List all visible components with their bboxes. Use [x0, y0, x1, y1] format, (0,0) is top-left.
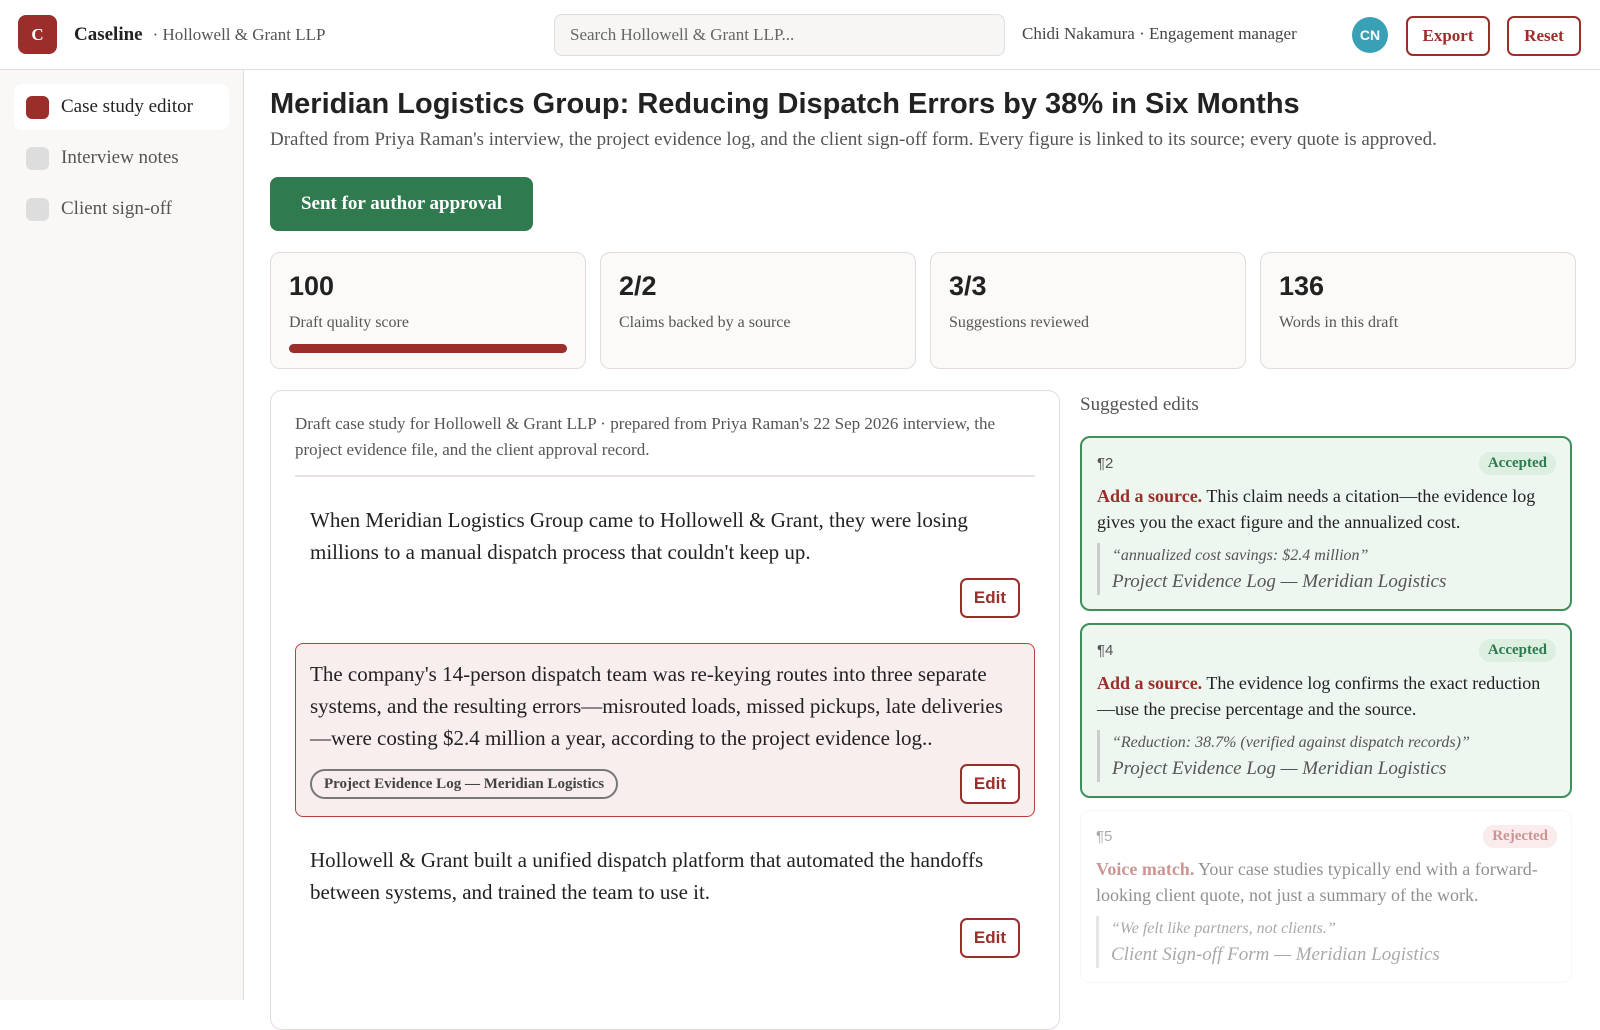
user-name: Chidi Nakamura · Engagement manager: [1022, 24, 1297, 43]
score-track: [289, 344, 567, 353]
suggestions-heading: Suggested edits: [1080, 394, 1199, 415]
stat-card: 100 Draft quality score: [270, 252, 586, 369]
stat-card: 136 Words in this draft: [1260, 252, 1576, 369]
nav-label: Client sign-off: [61, 198, 173, 219]
suggestion-header: ¶2 Accepted: [1097, 452, 1556, 475]
nav-icon: [26, 146, 49, 170]
stat-value: 136: [1279, 271, 1325, 301]
stat-label: Claims backed by a source: [619, 314, 791, 331]
status-badge: Rejected: [1483, 825, 1557, 848]
nav-item[interactable]: Case study editor: [14, 84, 229, 130]
edit-button[interactable]: Edit: [959, 918, 1020, 958]
search-box[interactable]: Search Hollowell & Grant LLP...: [554, 14, 1005, 56]
draft-paragraph: The company's 14-person dispatch team wa…: [295, 643, 1035, 817]
edit-button[interactable]: Edit: [959, 764, 1020, 804]
nav-label: Case study editor: [61, 96, 193, 117]
subtitle: Drafted from Priya Raman's interview, th…: [270, 129, 1437, 150]
suggestion-quote: “annualized cost savings: $2.4 million” P…: [1097, 543, 1556, 595]
draft-panel: Draft case study for Hollowell & Grant L…: [270, 390, 1060, 1030]
score-bar: [289, 344, 567, 353]
stat-value: 2/2: [619, 271, 657, 301]
status-badge: Accepted: [1478, 452, 1556, 475]
org-name: · Hollowell & Grant LLP: [152, 24, 326, 44]
paragraph-actions: Project Evidence Log — Meridian Logistic…: [310, 764, 1020, 804]
quote-text: “annualized cost savings: $2.4 million”: [1112, 547, 1369, 564]
suggestion-card[interactable]: ¶5 Rejected Voice match. Your case studies…: [1080, 810, 1572, 983]
suggestion-quote: “We felt like partners, not clients.” Cli…: [1096, 916, 1557, 968]
nav-icon: [26, 197, 49, 221]
avatar[interactable]: CN: [1352, 17, 1388, 53]
top-bar: C Caseline · Hollowell & Grant LLP Searc…: [0, 0, 1600, 70]
suggestion-label: Add a source.: [1097, 673, 1203, 693]
paragraph-actions: Edit: [310, 918, 1020, 958]
suggestion-header: ¶5 Rejected: [1096, 825, 1557, 848]
page-title: Meridian Logistics Group: Reducing Dispa…: [270, 88, 1300, 120]
reset-button[interactable]: Reset: [1507, 16, 1581, 56]
paragraph-text: Hollowell & Grant built a unified dispat…: [310, 848, 984, 904]
quote-text: “We felt like partners, not clients.”: [1111, 920, 1336, 937]
nav-item[interactable]: Client sign-off: [14, 186, 229, 232]
stat-card: 3/3 Suggestions reviewed: [930, 252, 1246, 369]
suggestion-body: This claim needs a citation—the evidence…: [1097, 486, 1536, 532]
paragraph-ref: ¶4: [1097, 642, 1114, 659]
stat-label: Words in this draft: [1279, 314, 1399, 331]
suggestion-label: Voice match.: [1096, 859, 1195, 879]
suggestion-text: Voice match. Your case studies typically…: [1096, 856, 1557, 908]
stat-card: 2/2 Claims backed by a source: [600, 252, 916, 369]
draft-intro: Draft case study for Hollowell & Grant L…: [295, 411, 1035, 477]
stat-label: Draft quality score: [289, 314, 409, 331]
nav-icon: [26, 95, 49, 119]
paragraph-text: When Meridian Logistics Group came to Ho…: [310, 508, 968, 564]
suggestion-header: ¶4 Accepted: [1097, 639, 1556, 662]
suggestion-text: Add a source. This claim needs a citatio…: [1097, 483, 1556, 535]
status-button[interactable]: Sent for author approval: [270, 177, 533, 231]
paragraph-ref: ¶2: [1097, 455, 1114, 472]
paragraph-text: The company's 14-person dispatch team wa…: [310, 662, 1003, 750]
status-badge: Accepted: [1478, 639, 1556, 662]
suggestion-card[interactable]: ¶4 Accepted Add a source. The evidence log…: [1080, 623, 1572, 798]
logo: C: [18, 15, 57, 54]
paragraph-ref: ¶5: [1096, 828, 1113, 845]
quote-source: Project Evidence Log — Meridian Logistic…: [1112, 758, 1447, 779]
source-chip[interactable]: Project Evidence Log — Meridian Logistic…: [310, 769, 619, 799]
draft-paragraph: When Meridian Logistics Group came to Ho…: [295, 489, 1035, 631]
quote-source: Project Evidence Log — Meridian Logistic…: [1112, 571, 1447, 592]
suggestion-body: Your case studies typically end with a f…: [1096, 859, 1538, 905]
edit-button[interactable]: Edit: [959, 578, 1020, 618]
stat-value: 3/3: [949, 271, 987, 301]
app-name: Caseline: [74, 23, 143, 45]
quote-source: Client Sign-off Form — Meridian Logistic…: [1111, 944, 1440, 965]
suggestion-label: Add a source.: [1097, 486, 1203, 506]
nav-label: Interview notes: [61, 147, 179, 168]
draft-paragraph: Hollowell & Grant built a unified dispat…: [295, 829, 1035, 971]
suggestion-quote: “Reduction: 38.7% (verified against disp…: [1097, 730, 1556, 782]
quote-text: “Reduction: 38.7% (verified against disp…: [1112, 734, 1470, 751]
sidebar: Case study editor Interview notes Client s…: [0, 70, 244, 1000]
suggestion-body: The evidence log confirms the exact redu…: [1097, 673, 1541, 719]
stat-value: 100: [289, 271, 335, 301]
export-button[interactable]: Export: [1406, 16, 1490, 56]
suggestion-card[interactable]: ¶2 Accepted Add a source. This claim needs…: [1080, 436, 1572, 611]
suggestion-text: Add a source. The evidence log confirms …: [1097, 670, 1556, 722]
stat-label: Suggestions reviewed: [949, 314, 1089, 331]
paragraph-actions: Edit: [310, 578, 1020, 618]
suggestions: ¶2 Accepted Add a source. This claim needs…: [1080, 436, 1572, 995]
nav-item[interactable]: Interview notes: [14, 135, 229, 181]
